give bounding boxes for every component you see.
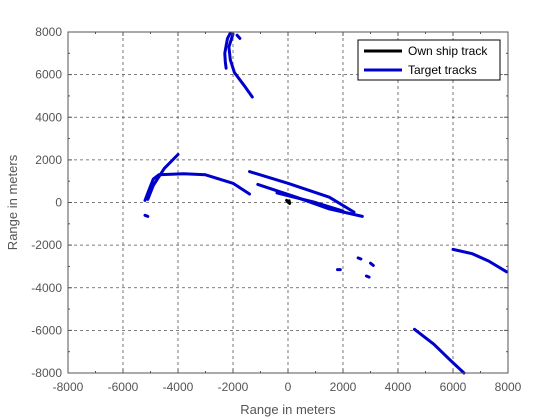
x-tick-label: -6000 xyxy=(108,380,139,394)
x-tick-label: 8000 xyxy=(495,380,522,394)
target-track-line xyxy=(364,274,371,279)
y-tick-label: 6000 xyxy=(35,68,62,82)
tracks xyxy=(143,31,509,375)
target-track-line xyxy=(143,213,150,218)
target-track-line xyxy=(451,247,509,274)
target-track-line xyxy=(146,153,180,201)
x-tick-label: 2000 xyxy=(330,380,357,394)
x-axis-label: Range in meters xyxy=(240,402,336,417)
y-tick-label: -4000 xyxy=(31,281,62,295)
axis-ticks: -8000 -6000 -4000 -2000 0 2000 4000 6000 8000 -80… xyxy=(31,25,521,394)
target-track-line xyxy=(413,327,466,375)
y-axis-label: Range in meters xyxy=(5,154,20,250)
y-tick-label: 2000 xyxy=(35,153,62,167)
x-tick-label: -4000 xyxy=(163,380,194,394)
target-track-line xyxy=(248,170,356,214)
y-tick-label: 8000 xyxy=(35,25,62,39)
target-track-line xyxy=(223,31,232,70)
x-tick-label: 4000 xyxy=(385,380,412,394)
target-track-line xyxy=(235,33,242,40)
x-tick-label: 0 xyxy=(285,380,292,394)
own-ship-track-line xyxy=(285,198,292,205)
legend: Own ship track Target tracks xyxy=(357,39,501,81)
y-tick-label: -8000 xyxy=(31,366,62,380)
target-track-line xyxy=(227,32,254,99)
legend-label-own-ship: Own ship track xyxy=(408,44,488,58)
legend-label-target: Target tracks xyxy=(408,63,477,77)
target-track-line xyxy=(356,256,363,261)
y-tick-label: -2000 xyxy=(31,238,62,252)
legend-box xyxy=(357,39,501,81)
x-tick-label: -8000 xyxy=(53,380,84,394)
x-tick-label: -2000 xyxy=(218,380,249,394)
grid xyxy=(68,32,508,373)
y-tick-label: 4000 xyxy=(35,110,62,124)
target-track-line xyxy=(369,261,375,267)
y-tick-label: 0 xyxy=(55,196,62,210)
y-tick-label: -6000 xyxy=(31,323,62,337)
target-track-line xyxy=(143,172,251,202)
target-track-line xyxy=(275,191,345,213)
x-tick-label: 6000 xyxy=(440,380,467,394)
